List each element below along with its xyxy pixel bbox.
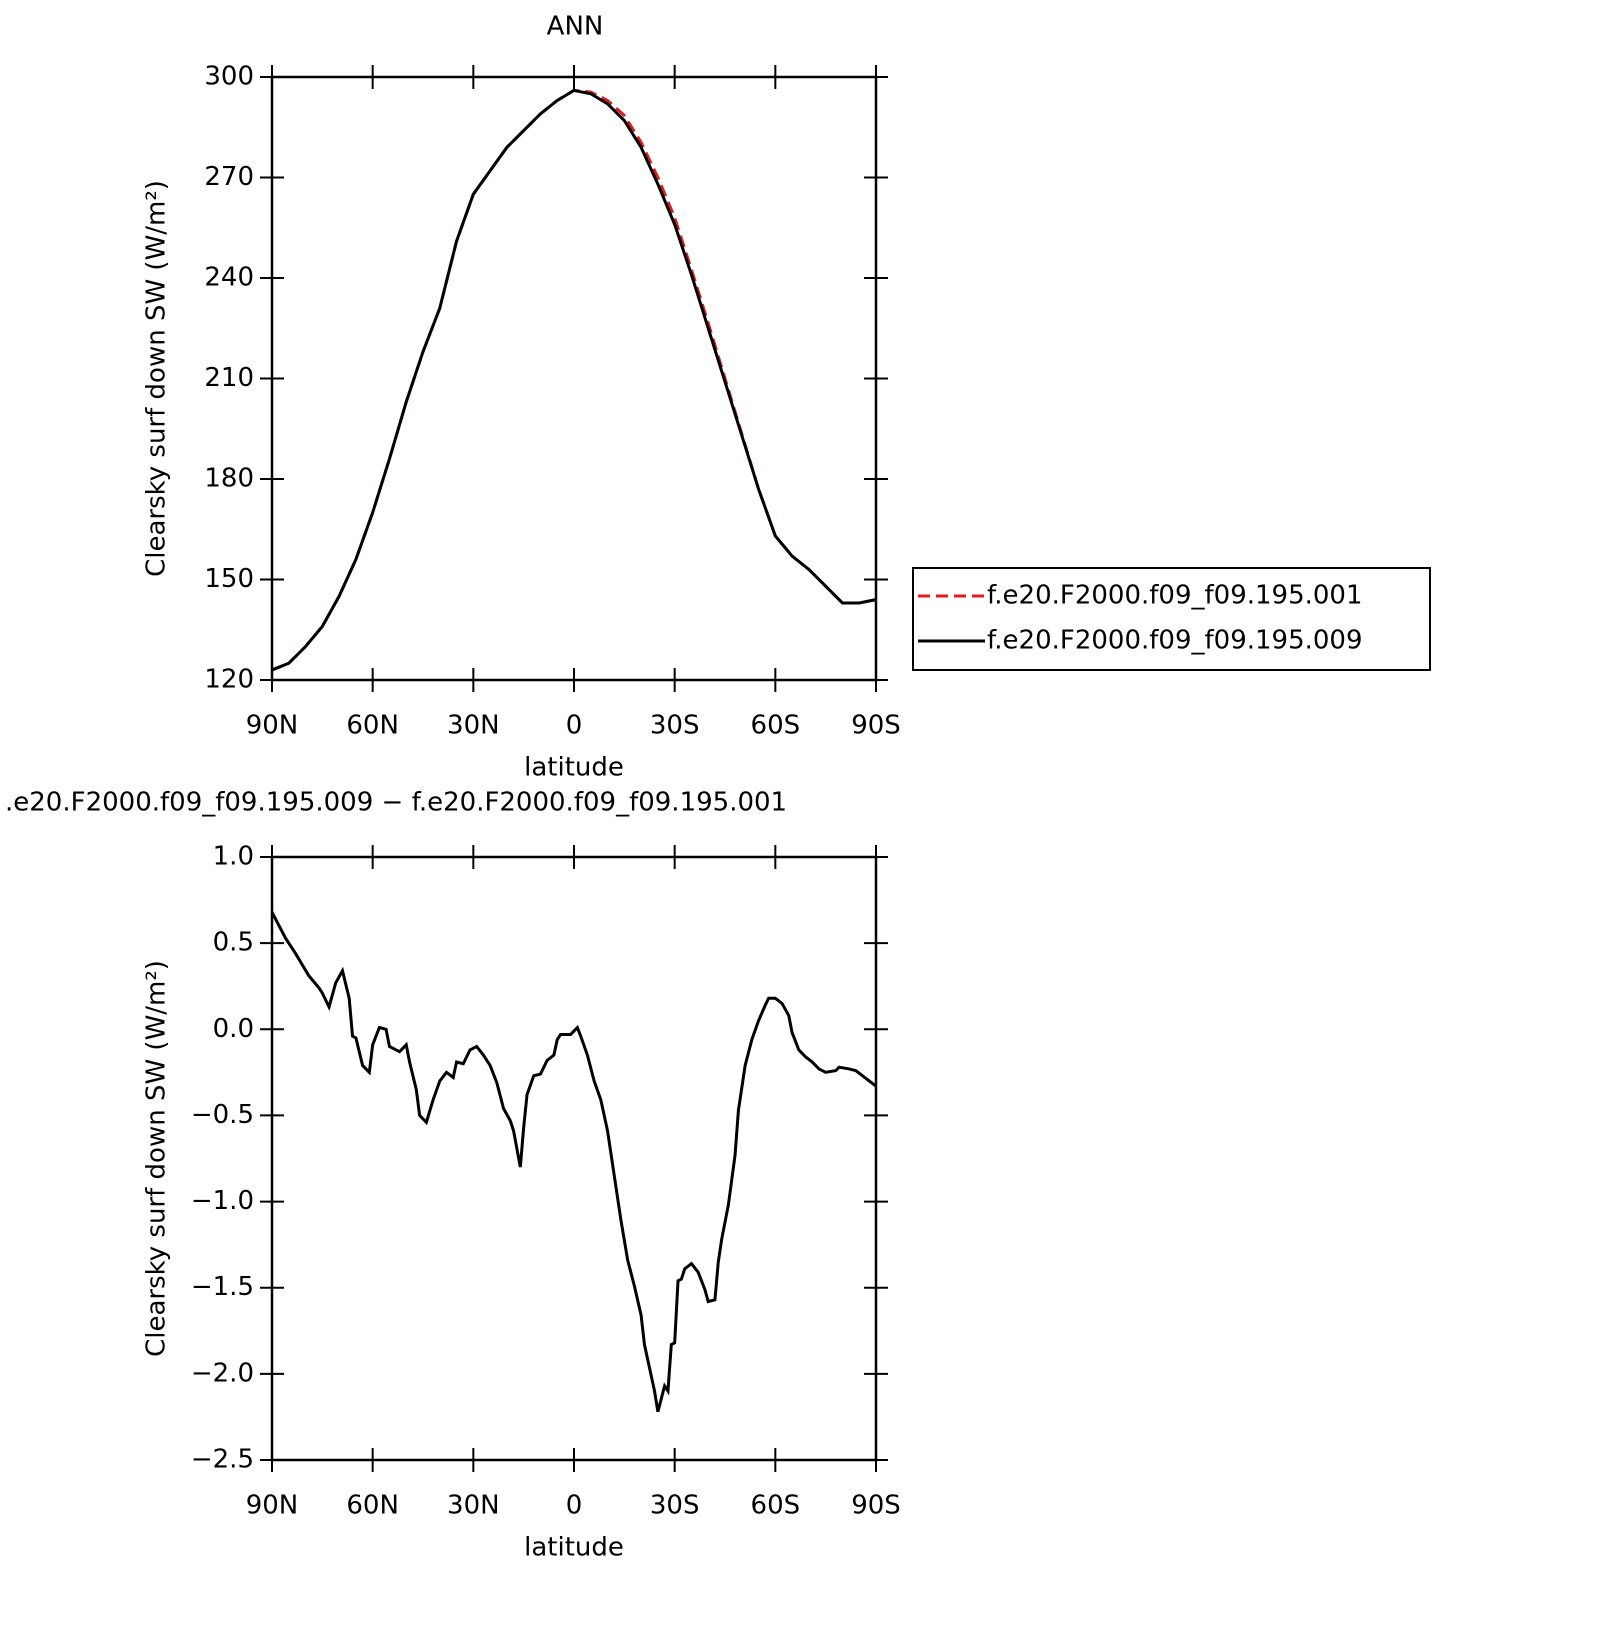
x-axis-label: latitude bbox=[524, 1533, 624, 1563]
y-tick-label: −1.5 bbox=[191, 1272, 254, 1302]
y-tick-label: 150 bbox=[204, 564, 254, 594]
data-line bbox=[271, 88, 877, 672]
legend-label: f.e20.F2000.f09_f09.195.001 bbox=[987, 581, 1363, 611]
y-axis-label: Clearsky surf down SW (W/m²) bbox=[142, 180, 172, 577]
y-tick-label: 300 bbox=[204, 62, 254, 92]
y-tick-label: −2.5 bbox=[191, 1445, 254, 1475]
legend-label: f.e20.F2000.f09_f09.195.009 bbox=[987, 626, 1363, 656]
x-tick-label: 60S bbox=[751, 1491, 801, 1521]
plot-frame bbox=[270, 855, 878, 1462]
y-tick-label: 270 bbox=[204, 162, 254, 192]
legend-box bbox=[912, 567, 1431, 671]
x-tick-label: 60N bbox=[346, 1491, 399, 1521]
plot-frame bbox=[270, 75, 878, 682]
x-tick-label: 60S bbox=[751, 711, 801, 741]
x-tick-label: 30N bbox=[447, 1491, 500, 1521]
x-tick-label: 90S bbox=[851, 711, 901, 741]
y-tick-label: 210 bbox=[204, 363, 254, 393]
x-tick-label: 30N bbox=[447, 711, 500, 741]
chart-title: .e20.F2000.f09_f09.195.009 − f.e20.F2000… bbox=[5, 788, 787, 818]
y-tick-label: 180 bbox=[204, 464, 254, 494]
y-tick-label: −0.5 bbox=[191, 1100, 254, 1130]
y-tick-label: 120 bbox=[204, 665, 254, 695]
x-tick-label: 0 bbox=[566, 1491, 583, 1521]
x-tick-label: 90N bbox=[246, 711, 299, 741]
y-tick-label: 1.0 bbox=[213, 842, 254, 872]
y-tick-label: −1.0 bbox=[191, 1186, 254, 1216]
y-axis-label: Clearsky surf down SW (W/m²) bbox=[142, 960, 172, 1357]
x-tick-label: 30S bbox=[650, 1491, 700, 1521]
chart-title: ANN bbox=[547, 12, 604, 42]
x-tick-label: 60N bbox=[346, 711, 399, 741]
x-axis-label: latitude bbox=[524, 753, 624, 783]
x-tick-label: 90N bbox=[246, 1491, 299, 1521]
x-tick-label: 90S bbox=[851, 1491, 901, 1521]
y-tick-label: 240 bbox=[204, 263, 254, 293]
x-tick-label: 30S bbox=[650, 711, 700, 741]
y-tick-label: −2.0 bbox=[191, 1358, 254, 1388]
data-line bbox=[271, 88, 877, 672]
x-tick-label: 0 bbox=[566, 711, 583, 741]
data-line bbox=[270, 911, 877, 1413]
y-tick-label: 0.0 bbox=[213, 1014, 254, 1044]
y-tick-label: 0.5 bbox=[213, 928, 254, 958]
